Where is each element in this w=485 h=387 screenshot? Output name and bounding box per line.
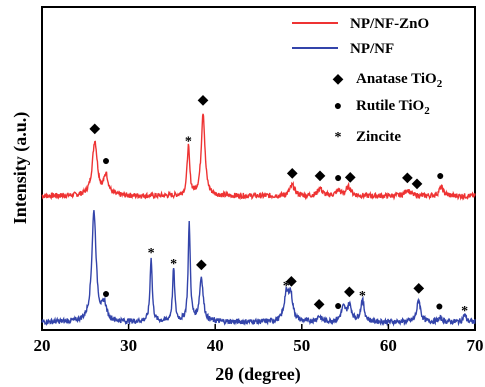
- phase-marker: ◆: [196, 258, 207, 273]
- legend: NP/NF-ZnO NP/NF ◆ Anatase TiO2 ● Rutile …: [292, 16, 443, 145]
- legend-label-rutile: Rutile TiO2: [356, 98, 430, 117]
- x-tick-label: 30: [120, 336, 137, 355]
- legend-rutile-name: Rutile TiO: [356, 98, 424, 114]
- phase-marker: *: [359, 289, 366, 304]
- phase-marker: ◆: [286, 274, 297, 289]
- phase-marker: ◆: [345, 170, 356, 185]
- phase-marker: ●: [102, 154, 110, 169]
- legend-rutile-subscript: 2: [424, 105, 430, 117]
- phase-marker: ◆: [412, 176, 423, 191]
- legend-label-np-nf: NP/NF: [350, 41, 394, 57]
- legend-symbol-anatase: ◆: [333, 72, 344, 87]
- marker-layer: ◆●*◆◆ ◆ ● ◆ ◆◆ ●●** ◆*◆◆ ●◆ *◆● *: [89, 93, 468, 319]
- legend-anatase-subscript: 2: [437, 78, 443, 90]
- phase-marker: ◆: [198, 93, 209, 108]
- legend-label-np-nf-zno: NP/NF-ZnO: [350, 16, 429, 32]
- phase-marker: ●: [334, 299, 342, 314]
- phase-marker: ◆: [287, 166, 298, 181]
- series-layer: [41, 113, 476, 327]
- x-tick-label: 20: [34, 336, 51, 355]
- phase-marker: ◆: [402, 171, 413, 186]
- x-tick-label: 70: [467, 336, 484, 355]
- series-line-np-nf-zno: [41, 113, 476, 201]
- phase-marker: *: [148, 246, 155, 261]
- phase-marker: *: [461, 304, 468, 319]
- legend-label-anatase: Anatase TiO2: [356, 71, 443, 90]
- series-line-np-nf: [41, 210, 476, 327]
- x-tick-label: 60: [380, 336, 397, 355]
- legend-anatase-name: Anatase TiO: [356, 71, 437, 87]
- phase-marker: ◆: [413, 281, 424, 296]
- x-tick-label: 40: [207, 336, 224, 355]
- legend-label-zincite: Zincite: [356, 129, 401, 145]
- phase-marker: *: [185, 135, 192, 150]
- phase-marker: *: [170, 257, 177, 272]
- phase-marker: ●: [436, 169, 444, 184]
- legend-symbol-zincite: *: [335, 130, 342, 145]
- phase-marker: *: [283, 279, 290, 294]
- phase-marker: ◆: [344, 284, 355, 299]
- phase-marker: ●: [102, 287, 110, 302]
- phase-marker: ◆: [314, 297, 325, 312]
- phase-marker: ◆: [89, 121, 100, 136]
- plot-frame: [41, 6, 476, 331]
- phase-marker: ●: [334, 171, 342, 186]
- phase-marker: ◆: [315, 169, 326, 184]
- legend-symbol-rutile: ●: [334, 99, 342, 114]
- y-axis-title: Intensity (a.u.): [10, 112, 31, 225]
- x-axis-ticks: 20 30 40 50 60 70: [34, 324, 484, 355]
- phase-marker: ●: [435, 299, 443, 314]
- x-axis-title: 2θ (degree): [215, 364, 301, 385]
- x-tick-label: 50: [293, 336, 310, 355]
